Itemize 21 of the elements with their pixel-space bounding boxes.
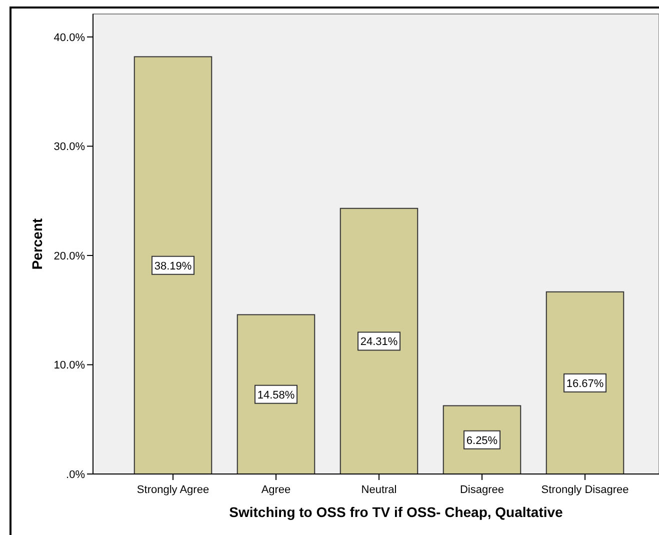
y-tick-label: 10.0% [54,360,86,372]
x-axis-title: Switching to OSS fro TV if OSS- Cheap, Qualtative [229,504,564,520]
bar [134,56,212,474]
x-tick-label: Strongly Agree [136,484,210,496]
bar [236,314,316,474]
data-label: 24.31% [360,336,398,348]
x-tick-label: Agree [261,484,291,496]
x-tick-label: Strongly Disagree [541,484,629,496]
y-axis-title: Percent [29,218,45,270]
y-tick-label: .0% [66,469,86,481]
y-tick-label: 30.0% [54,141,86,154]
data-label: 16.67% [566,378,604,390]
bar [546,291,624,474]
data-label: 6.25% [466,434,498,447]
x-tick-label: Neutral [361,484,397,496]
y-tick-label: 40.0% [54,32,86,44]
bar [340,208,418,474]
y-tick-label: 20.0% [54,250,86,262]
data-label: 14.58% [257,389,295,402]
x-tick-label: Disagree [460,484,504,496]
data-label: 38.19% [154,260,192,272]
